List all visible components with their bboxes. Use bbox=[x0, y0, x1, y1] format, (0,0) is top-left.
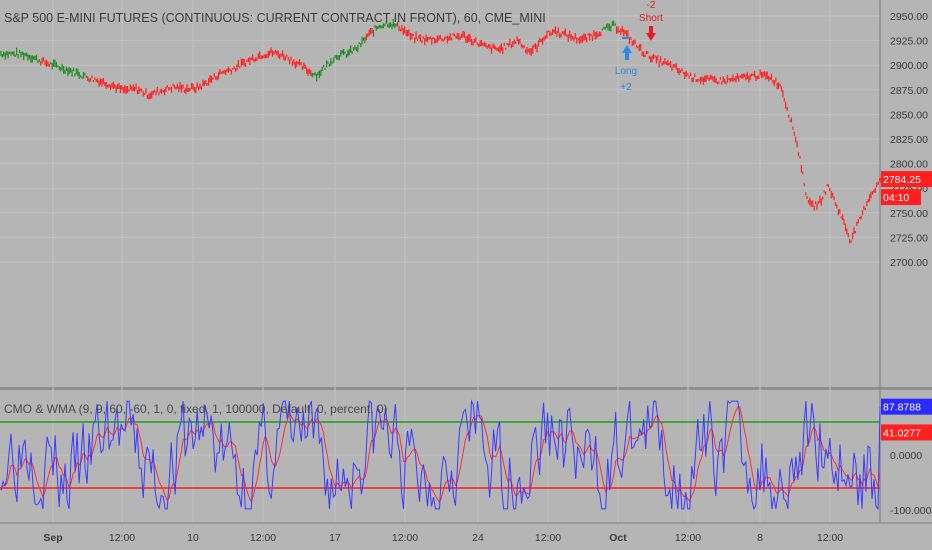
time-tick-label: 12:00 bbox=[817, 532, 843, 544]
long-label: Long bbox=[615, 66, 637, 77]
price-tick-label: 2850.00 bbox=[890, 109, 928, 121]
indicator-tick-label: -100.0000 bbox=[890, 505, 932, 517]
price-tick-label: 2825.00 bbox=[890, 134, 928, 146]
last-value-badges: 2784.25 04:10 87.8788 41.0277 bbox=[881, 171, 932, 441]
trade-signals: Long +2 -2 Short bbox=[615, 0, 663, 93]
price-tick-label: 2800.00 bbox=[890, 159, 928, 171]
indicator-label: CMO & WMA (9, 9, 60, -60, 1, 0, fixed, 1… bbox=[4, 402, 388, 416]
time-tick-label: Sep bbox=[43, 532, 62, 544]
cmo-value-badge-bg bbox=[881, 398, 932, 415]
time-tick-label: Oct bbox=[609, 532, 627, 544]
price-tick-label: 2900.00 bbox=[890, 60, 928, 72]
wma-value-badge-bg bbox=[881, 424, 932, 441]
time-axis[interactable]: Sep 12:00 10 12:00 17 12:00 24 12:00 Oct 12:00 8 12… bbox=[43, 532, 843, 544]
chart-title: S&P 500 E-MINI FUTURES (CONTINUOUS: CURR… bbox=[4, 11, 546, 25]
price-tick-label: 2925.00 bbox=[890, 36, 928, 48]
wma-value-badge: 41.0277 bbox=[883, 427, 921, 439]
time-tick-label: 12:00 bbox=[392, 532, 418, 544]
time-tick-label: 8 bbox=[757, 532, 763, 544]
time-tick-label: 24 bbox=[472, 532, 484, 544]
cmo-value-badge: 87.8788 bbox=[883, 402, 921, 414]
price-tick-label: 2725.00 bbox=[890, 232, 928, 244]
price-tick-label: 2950.00 bbox=[890, 11, 928, 23]
time-tick-label: 12:00 bbox=[535, 532, 561, 544]
short-arrow bbox=[646, 26, 656, 41]
wma-line bbox=[0, 406, 881, 504]
countdown-badge: 04:10 bbox=[883, 192, 909, 204]
countdown-badge-bg bbox=[881, 189, 921, 206]
long-arrow bbox=[622, 45, 632, 60]
price-tick-label: 2750.00 bbox=[890, 208, 928, 220]
last-price-badge-bg bbox=[881, 171, 932, 188]
time-tick-label: 10 bbox=[187, 532, 199, 544]
indicator-lines bbox=[0, 399, 881, 511]
time-tick-label: 17 bbox=[329, 532, 341, 544]
price-bars bbox=[0, 19, 882, 244]
long-qty: +2 bbox=[620, 82, 632, 93]
cmo-line bbox=[0, 399, 881, 511]
short-label: Short bbox=[639, 13, 663, 24]
price-tick-label: 2875.00 bbox=[890, 85, 928, 97]
short-qty: -2 bbox=[647, 0, 656, 11]
indicator-tick-label: 0.0000 bbox=[890, 450, 922, 462]
last-price-badge: 2784.25 bbox=[883, 174, 921, 186]
grid-lines bbox=[0, 0, 932, 524]
time-tick-label: 12:00 bbox=[675, 532, 701, 544]
time-tick-label: 12:00 bbox=[109, 532, 135, 544]
time-tick-label: 12:00 bbox=[250, 532, 276, 544]
pane-separator bbox=[0, 387, 932, 390]
price-tick-label: 2700.00 bbox=[890, 257, 928, 269]
price-axis[interactable]: 2950.00 2925.00 2900.00 2875.00 2850.00 2825.… bbox=[890, 11, 932, 517]
